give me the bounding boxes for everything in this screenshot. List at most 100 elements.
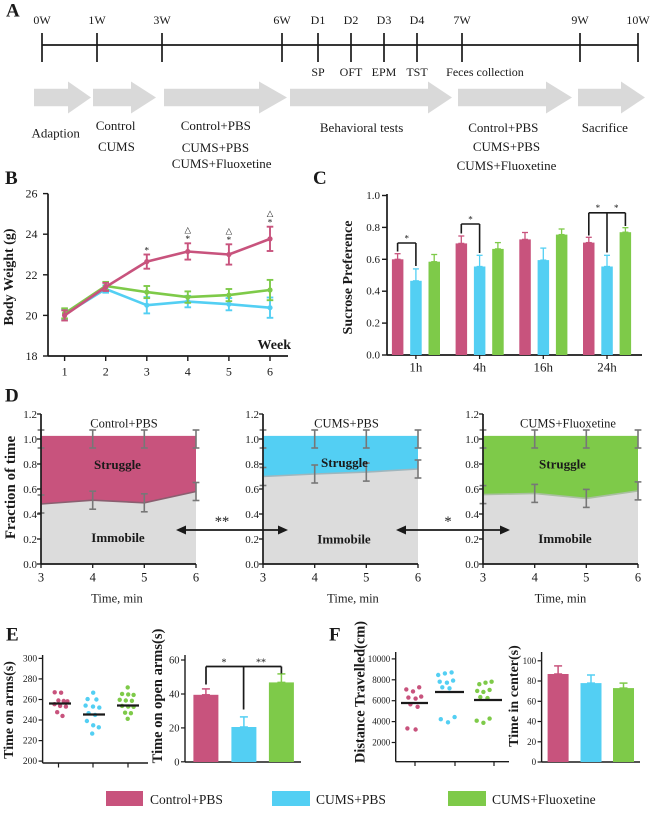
- svg-text:40: 40: [169, 690, 180, 701]
- svg-text:8000: 8000: [372, 675, 391, 685]
- svg-text:*: *: [227, 236, 232, 246]
- svg-text:240: 240: [23, 716, 38, 726]
- svg-text:26: 26: [26, 187, 38, 201]
- svg-text:*: *: [596, 203, 601, 213]
- svg-text:0.2: 0.2: [366, 318, 380, 330]
- svg-text:Struggle: Struggle: [539, 457, 586, 472]
- svg-text:60: 60: [169, 656, 180, 667]
- svg-text:1.0: 1.0: [366, 190, 380, 202]
- svg-text:4: 4: [532, 571, 539, 585]
- svg-text:Control+PBS: Control+PBS: [181, 118, 251, 133]
- svg-text:3: 3: [38, 571, 44, 585]
- svg-text:0.6: 0.6: [366, 254, 380, 266]
- svg-text:18: 18: [26, 349, 38, 363]
- svg-text:**: **: [256, 658, 266, 669]
- svg-text:*: *: [468, 214, 473, 224]
- svg-text:220: 220: [23, 737, 38, 747]
- svg-text:CUMS: CUMS: [98, 139, 135, 154]
- svg-text:6W: 6W: [273, 13, 291, 27]
- svg-text:Sucrose Preference: Sucrose Preference: [341, 221, 356, 335]
- svg-text:0.8: 0.8: [366, 222, 380, 234]
- svg-text:CUMS+PBS: CUMS+PBS: [473, 139, 540, 154]
- svg-text:E: E: [6, 625, 19, 646]
- svg-text:6: 6: [193, 571, 199, 585]
- svg-text:Immobile: Immobile: [538, 531, 592, 546]
- svg-text:300: 300: [23, 654, 38, 664]
- svg-text:B: B: [5, 168, 18, 189]
- svg-text:4: 4: [312, 571, 319, 585]
- svg-text:6000: 6000: [372, 696, 391, 706]
- svg-text:△: △: [185, 225, 192, 235]
- svg-text:*: *: [444, 514, 451, 530]
- svg-text:20: 20: [26, 308, 38, 322]
- svg-text:24: 24: [26, 227, 38, 241]
- svg-text:Time, min: Time, min: [91, 592, 143, 606]
- svg-text:CUMS+Fluoxetine: CUMS+Fluoxetine: [172, 156, 272, 171]
- svg-text:Time, min: Time, min: [535, 592, 587, 606]
- svg-text:Time on open arms(s): Time on open arms(s): [150, 629, 166, 764]
- svg-text:F: F: [329, 625, 341, 646]
- svg-text:Behavioral tests: Behavioral tests: [320, 120, 403, 135]
- svg-text:0.8: 0.8: [465, 459, 479, 471]
- svg-text:Sacrifice: Sacrifice: [582, 120, 628, 135]
- svg-text:0.6: 0.6: [23, 484, 37, 496]
- svg-text:CUMS+PBS: CUMS+PBS: [316, 792, 386, 807]
- svg-text:3: 3: [144, 365, 150, 379]
- svg-text:2000: 2000: [372, 738, 391, 748]
- svg-text:260: 260: [23, 696, 38, 706]
- svg-text:280: 280: [23, 675, 38, 685]
- svg-text:*: *: [268, 219, 273, 229]
- svg-text:80: 80: [527, 676, 537, 686]
- svg-text:1.2: 1.2: [465, 409, 479, 421]
- svg-text:0.4: 0.4: [23, 509, 37, 521]
- svg-text:CUMS+Fluoxetine: CUMS+Fluoxetine: [492, 792, 596, 807]
- svg-text:Control: Control: [96, 118, 136, 133]
- svg-text:0.2: 0.2: [23, 534, 37, 546]
- svg-text:D2: D2: [344, 13, 359, 27]
- svg-text:Time, min: Time, min: [327, 592, 379, 606]
- svg-text:5: 5: [226, 365, 232, 379]
- svg-text:D1: D1: [311, 13, 326, 27]
- svg-text:△: △: [267, 208, 274, 218]
- svg-text:Fraction of time: Fraction of time: [3, 436, 19, 540]
- svg-text:1.0: 1.0: [23, 434, 37, 446]
- svg-text:0.6: 0.6: [465, 484, 479, 496]
- svg-text:CUMS+PBS: CUMS+PBS: [314, 417, 379, 431]
- svg-text:24h: 24h: [597, 360, 617, 375]
- svg-text:D3: D3: [377, 13, 392, 27]
- svg-text:A: A: [6, 0, 20, 21]
- svg-text:100: 100: [523, 656, 537, 666]
- svg-text:60: 60: [527, 696, 537, 706]
- svg-text:10000: 10000: [368, 654, 391, 664]
- svg-text:0.8: 0.8: [245, 459, 259, 471]
- svg-text:1.0: 1.0: [465, 434, 479, 446]
- svg-text:200: 200: [23, 757, 38, 767]
- svg-text:6: 6: [635, 571, 641, 585]
- svg-text:4h: 4h: [473, 360, 487, 375]
- svg-text:**: **: [215, 514, 230, 530]
- svg-text:Adaption: Adaption: [32, 126, 81, 141]
- svg-text:10W: 10W: [626, 13, 650, 27]
- svg-text:4000: 4000: [372, 717, 391, 727]
- svg-text:20: 20: [169, 723, 180, 734]
- svg-text:20: 20: [527, 737, 537, 747]
- svg-text:0.8: 0.8: [23, 459, 37, 471]
- svg-text:D: D: [5, 386, 19, 407]
- svg-text:△: △: [226, 226, 233, 236]
- svg-text:3: 3: [480, 571, 486, 585]
- svg-text:OFT: OFT: [340, 65, 363, 79]
- svg-text:4: 4: [90, 571, 97, 585]
- svg-text:16h: 16h: [534, 360, 554, 375]
- svg-text:5: 5: [141, 571, 147, 585]
- svg-text:Feces collection: Feces collection: [446, 65, 524, 79]
- svg-text:1W: 1W: [88, 13, 106, 27]
- svg-text:C: C: [313, 168, 327, 189]
- svg-text:0.2: 0.2: [465, 534, 479, 546]
- svg-text:0.6: 0.6: [245, 484, 259, 496]
- svg-text:1: 1: [62, 365, 68, 379]
- svg-text:Body Weight (g): Body Weight (g): [2, 228, 17, 325]
- svg-text:SP: SP: [311, 65, 325, 79]
- svg-text:0.4: 0.4: [465, 509, 479, 521]
- svg-text:5: 5: [363, 571, 369, 585]
- svg-text:22: 22: [26, 268, 38, 282]
